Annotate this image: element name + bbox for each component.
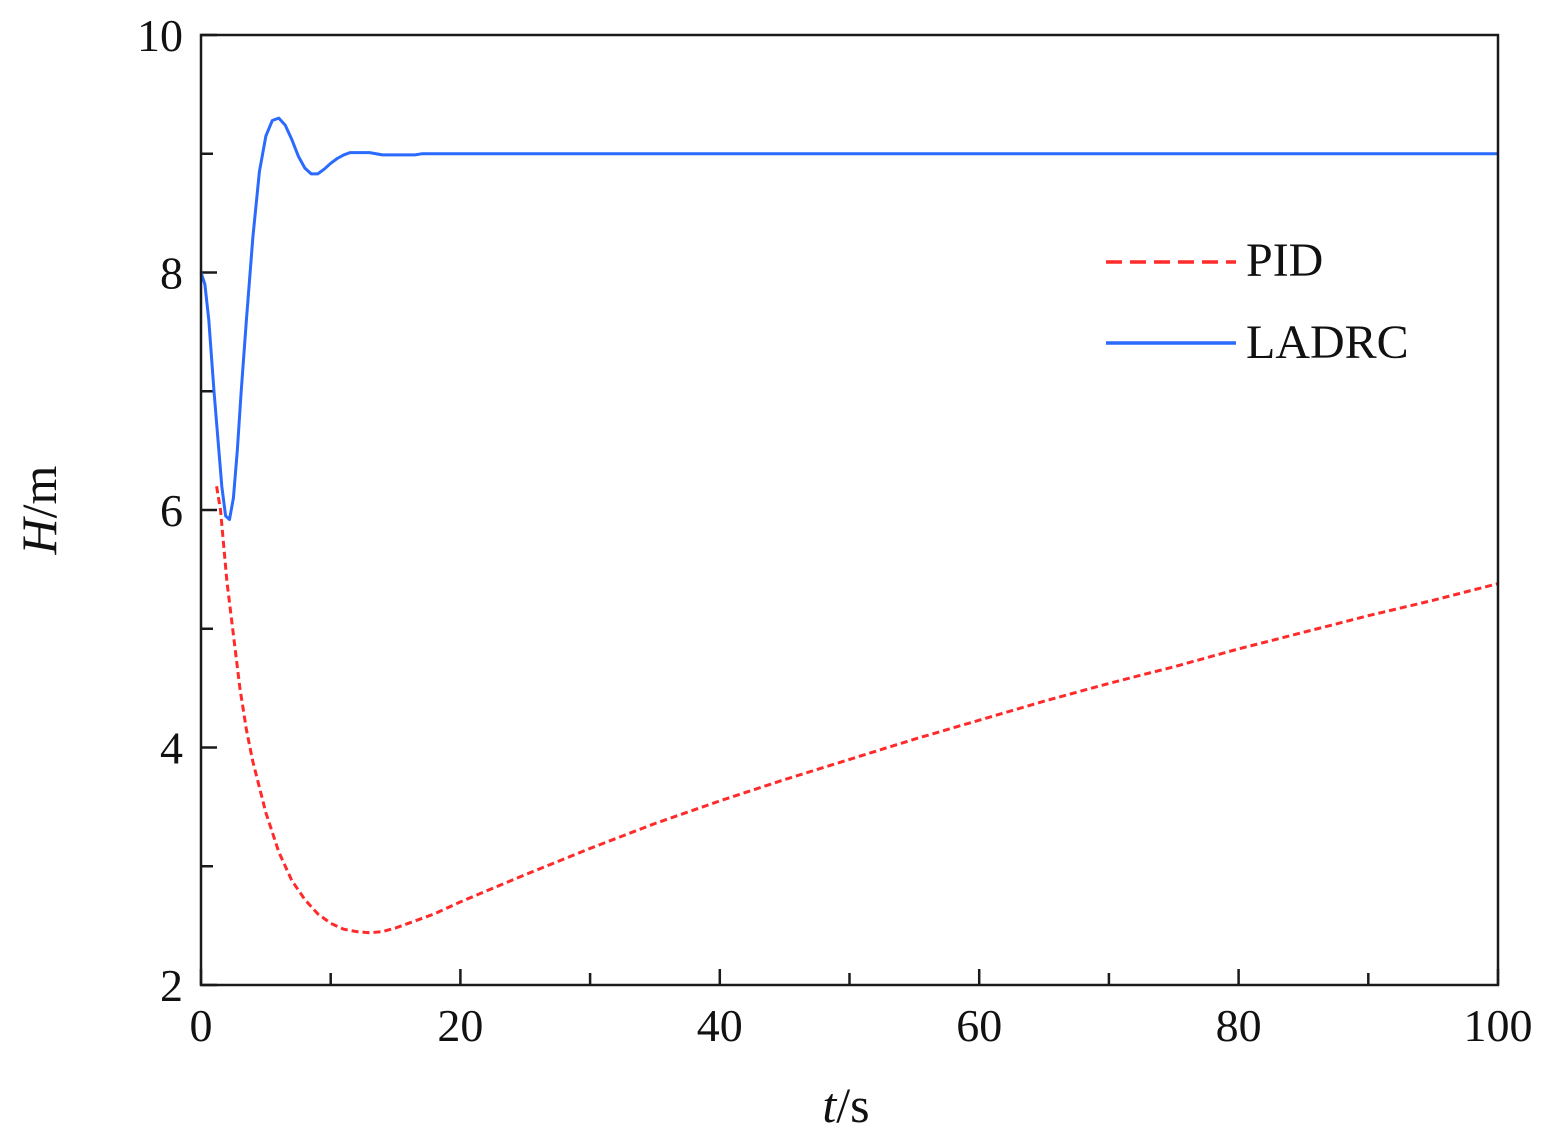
x-tick-label: 60 xyxy=(956,1000,1002,1051)
legend-label-pid: PID xyxy=(1246,234,1323,287)
y-tick-label: 8 xyxy=(160,248,183,299)
x-axis-var: t xyxy=(822,1077,837,1133)
x-tick-label: 100 xyxy=(1464,1000,1533,1051)
series-line-ladrc xyxy=(199,116,1498,521)
x-tick-label: 80 xyxy=(1216,1000,1262,1051)
y-tick-label: 4 xyxy=(160,723,183,774)
legend-label-ladrc: LADRC xyxy=(1246,316,1409,369)
x-tick-label: 0 xyxy=(190,1000,213,1051)
x-tick-label: 20 xyxy=(437,1000,483,1051)
series-layer xyxy=(199,116,1499,935)
x-tick-label: 40 xyxy=(697,1000,743,1051)
series-line-pid xyxy=(215,486,1499,935)
y-tick-label: 2 xyxy=(160,960,183,1011)
x-axis-unit: /s xyxy=(836,1077,869,1133)
legend: PID LADRC xyxy=(1106,234,1409,369)
y-axis-label: H/m xyxy=(11,465,67,555)
y-axis-var: H xyxy=(11,515,67,555)
x-axis-label: t/s xyxy=(822,1077,869,1133)
plot-frame xyxy=(199,33,1500,987)
y-tick-label: 10 xyxy=(137,10,183,61)
plot-area xyxy=(201,35,1498,985)
y-axis-unit: /m xyxy=(11,465,67,518)
y-tick-label: 6 xyxy=(160,485,183,536)
tick-labels: 0 20 40 60 80 100 2 4 6 8 10 xyxy=(137,10,1533,1051)
